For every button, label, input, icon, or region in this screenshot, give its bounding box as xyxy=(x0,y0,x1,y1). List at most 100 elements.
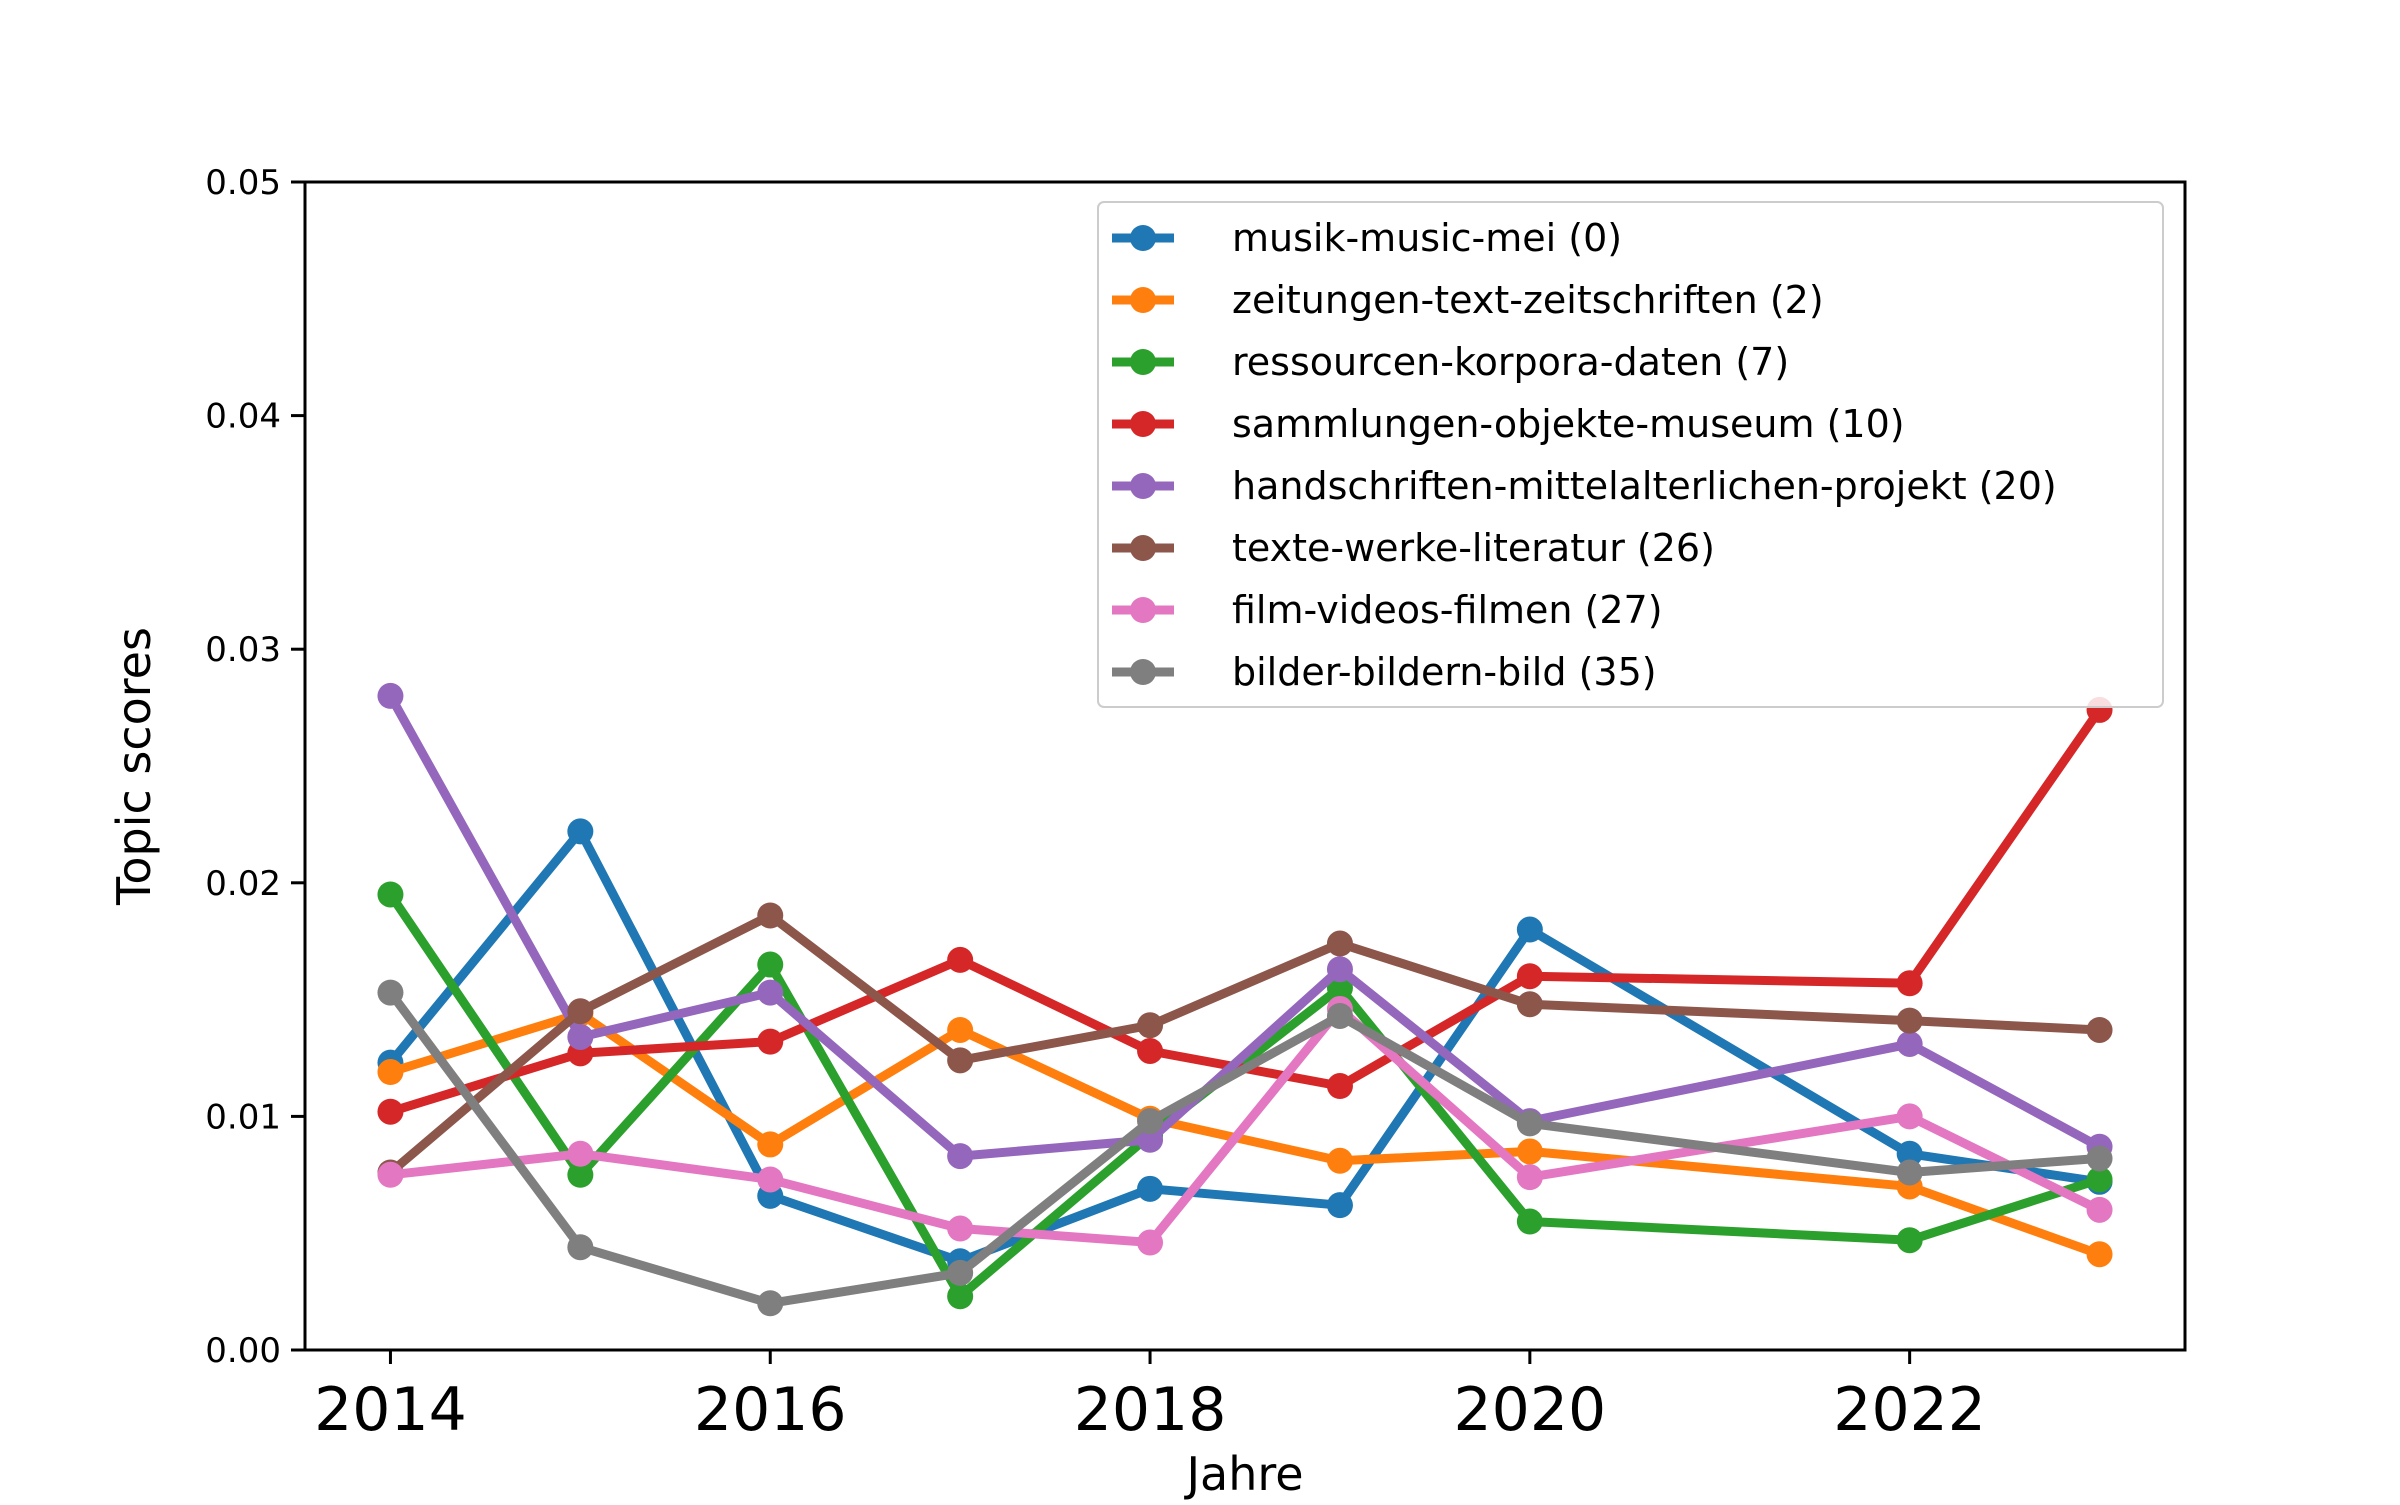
data-point xyxy=(757,902,784,929)
data-point xyxy=(757,1166,784,1193)
data-point xyxy=(377,979,404,1006)
series-line xyxy=(386,988,2104,1308)
legend-item: ressourcen-korpora-daten (7) xyxy=(1112,340,1789,384)
series-line xyxy=(386,691,2104,1161)
legend-marker xyxy=(1130,597,1156,623)
legend-marker xyxy=(1130,225,1156,251)
data-point xyxy=(1896,1007,1923,1034)
legend-item: zeitungen-text-zeitschriften (2) xyxy=(1112,278,1824,322)
legend-item: handschriften-mittelalterlichen-projekt … xyxy=(1112,464,2057,508)
data-point xyxy=(567,998,594,1025)
data-point xyxy=(377,1098,404,1125)
data-point xyxy=(1137,1012,1164,1039)
data-point xyxy=(1516,916,1543,943)
legend-label: bilder-bildern-bild (35) xyxy=(1232,650,1657,694)
data-point xyxy=(567,1023,594,1050)
legend-label: texte-werke-literatur (26) xyxy=(1232,526,1715,570)
data-point xyxy=(947,1016,974,1043)
data-point xyxy=(947,1259,974,1286)
data-point xyxy=(2086,1145,2113,1172)
data-point xyxy=(947,1047,974,1074)
data-point xyxy=(1326,1073,1353,1100)
data-point xyxy=(567,1140,594,1167)
data-point xyxy=(2086,1196,2113,1223)
data-point xyxy=(1516,1208,1543,1235)
data-point xyxy=(1896,1103,1923,1130)
legend-label: musik-music-mei (0) xyxy=(1232,216,1622,260)
data-point xyxy=(1896,970,1923,997)
legend-item: musik-music-mei (0) xyxy=(1112,216,1622,260)
data-point xyxy=(1896,1227,1923,1254)
data-point xyxy=(1137,1229,1164,1256)
legend-marker xyxy=(1130,349,1156,375)
x-tick-label: 2020 xyxy=(1453,1375,1606,1445)
legend-label: zeitungen-text-zeitschriften (2) xyxy=(1232,278,1824,322)
data-point xyxy=(1516,963,1543,990)
data-point xyxy=(1896,1030,1923,1057)
y-axis-label: Topic scores xyxy=(107,627,161,906)
data-point xyxy=(1326,956,1353,983)
data-point xyxy=(2086,1016,2113,1043)
y-tick-label: 0.01 xyxy=(205,1097,281,1137)
series-group xyxy=(377,1000,2113,1268)
data-point xyxy=(947,946,974,973)
axes-layer: 0.00 0.01 0.02 0.03 0.04 0.05 2014 2016 2018 2020… xyxy=(205,163,1986,1445)
legend-label: sammlungen-objekte-museum (10) xyxy=(1232,402,1905,446)
series-line xyxy=(386,1004,2104,1247)
x-axis-label: Jahre xyxy=(1183,1447,1303,1500)
data-point xyxy=(377,1059,404,1086)
legend-marker xyxy=(1130,411,1156,437)
legend-label: ressourcen-korpora-daten (7) xyxy=(1232,340,1789,384)
data-point xyxy=(377,1161,404,1188)
data-point xyxy=(757,1131,784,1158)
data-point xyxy=(947,1143,974,1170)
data-point xyxy=(757,1028,784,1055)
data-point xyxy=(1137,1175,1164,1202)
legend-label: film-videos-filmen (27) xyxy=(1232,588,1663,632)
y-tick-label: 0.04 xyxy=(205,397,281,437)
plot-area-frame xyxy=(303,180,2187,1352)
data-point xyxy=(947,1215,974,1242)
data-point xyxy=(567,1234,594,1261)
data-point xyxy=(567,818,594,845)
data-point xyxy=(757,979,784,1006)
data-point xyxy=(1896,1140,1923,1167)
data-point xyxy=(1326,930,1353,957)
data-point xyxy=(1137,1108,1164,1135)
series-group xyxy=(377,979,2113,1317)
x-tick-label: 2022 xyxy=(1833,1375,1986,1445)
data-point xyxy=(2086,1166,2113,1193)
data-point xyxy=(1516,991,1543,1018)
data-point xyxy=(377,881,404,908)
data-point xyxy=(2086,1241,2113,1268)
data-point xyxy=(947,1283,974,1310)
data-point xyxy=(1326,1002,1353,1029)
legend-marker xyxy=(1130,287,1156,313)
data-point xyxy=(1326,1192,1353,1219)
data-point xyxy=(1326,974,1353,1001)
data-point xyxy=(1326,1147,1353,1174)
legend-marker xyxy=(1130,659,1156,685)
series-group xyxy=(377,995,2113,1256)
y-tick-label: 0.00 xyxy=(205,1331,281,1371)
legend-item: bilder-bildern-bild (35) xyxy=(1112,650,1657,694)
plot-layer xyxy=(377,682,2113,1317)
legend: musik-music-mei (0) zeitungen-text-zeitsc… xyxy=(1097,201,2164,708)
x-tick-label: 2016 xyxy=(694,1375,847,1445)
y-tick-label: 0.02 xyxy=(205,864,281,904)
legend-marker xyxy=(1130,473,1156,499)
data-point xyxy=(1516,1110,1543,1137)
data-point xyxy=(757,1290,784,1317)
legend-item: sammlungen-objekte-museum (10) xyxy=(1112,402,1905,446)
data-point xyxy=(567,1161,594,1188)
legend-label: handschriften-mittelalterlichen-projekt … xyxy=(1232,464,2057,508)
legend-box xyxy=(1097,201,2164,708)
data-point xyxy=(1516,1164,1543,1191)
legend-marker xyxy=(1130,535,1156,561)
legend-item: film-videos-filmen (27) xyxy=(1112,588,1663,632)
data-point xyxy=(377,682,404,709)
data-point xyxy=(1896,1159,1923,1186)
legend-item: texte-werke-literatur (26) xyxy=(1112,526,1715,570)
